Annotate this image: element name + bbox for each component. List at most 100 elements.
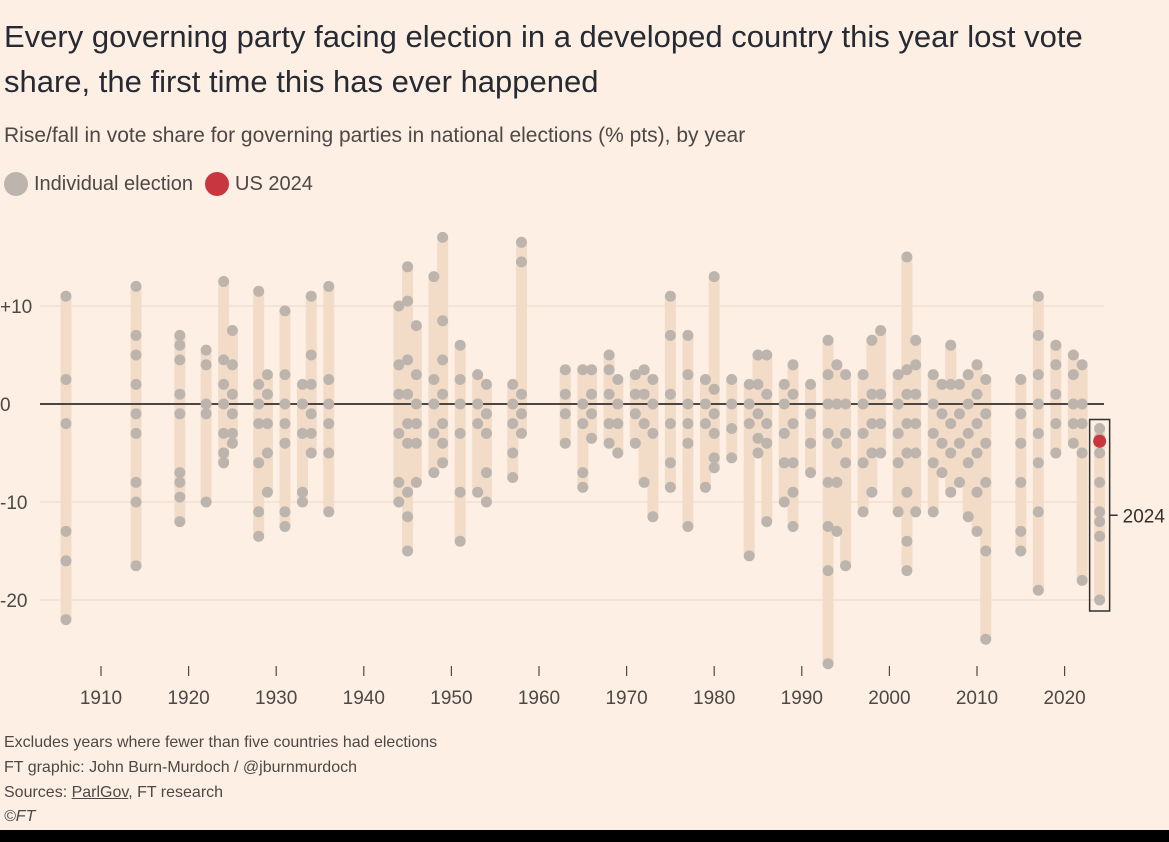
- election-dot: [840, 369, 852, 381]
- election-dot: [831, 476, 843, 488]
- election-dot: [437, 354, 449, 366]
- election-dot: [454, 374, 466, 385]
- election-dot: [1094, 594, 1106, 606]
- election-dot: [1032, 398, 1044, 410]
- y-tick-label: -20: [0, 591, 27, 612]
- election-dot: [901, 447, 913, 459]
- election-dot: [787, 388, 799, 400]
- election-dot: [393, 427, 405, 439]
- election-dot: [647, 511, 659, 523]
- election-dot: [218, 354, 230, 366]
- election-dot: [901, 565, 913, 577]
- election-dot: [787, 486, 799, 498]
- election-dot: [910, 334, 922, 346]
- election-dot: [410, 418, 422, 430]
- election-dot: [708, 271, 720, 283]
- election-dot: [261, 447, 273, 459]
- election-dot: [480, 408, 492, 420]
- election-dot: [200, 496, 212, 508]
- election-dot: [410, 437, 422, 449]
- election-dot: [699, 374, 711, 385]
- election-dot: [428, 427, 440, 439]
- election-dot: [1015, 525, 1027, 537]
- election-dot: [218, 457, 230, 469]
- election-dot: [726, 398, 738, 410]
- election-dot: [428, 271, 440, 283]
- election-dot: [472, 398, 484, 410]
- election-dot: [936, 378, 948, 390]
- election-dot: [174, 516, 186, 528]
- election-dot: [682, 329, 694, 341]
- election-dot: [910, 506, 922, 518]
- election-dot: [1094, 506, 1106, 518]
- election-dot: [60, 374, 72, 385]
- election-dot: [910, 388, 922, 400]
- legend-item-individual: Individual election: [4, 172, 193, 196]
- range-bar: [559, 369, 571, 444]
- election-dot: [454, 339, 466, 351]
- range-bar: [226, 330, 238, 444]
- election-dot: [1076, 447, 1088, 459]
- election-dot: [761, 437, 773, 449]
- election-dot: [393, 496, 405, 508]
- range-bar: [454, 345, 466, 542]
- election-dot: [480, 467, 492, 479]
- us-2024-dot: [1093, 434, 1107, 448]
- y-tick-label: 0: [0, 395, 11, 416]
- election-dot: [612, 374, 624, 385]
- election-dot: [218, 398, 230, 410]
- election-dot: [682, 398, 694, 410]
- election-dot: [402, 418, 414, 430]
- election-dot: [226, 437, 238, 449]
- election-dot: [945, 339, 957, 351]
- election-dot: [892, 427, 904, 439]
- election-dot: [805, 408, 817, 420]
- election-dot: [586, 408, 598, 420]
- election-dot: [752, 378, 764, 390]
- election-dot: [927, 457, 939, 469]
- legend-swatch-individual: [4, 172, 28, 196]
- election-dot: [971, 388, 983, 400]
- election-dot: [130, 427, 142, 439]
- election-dot: [437, 388, 449, 400]
- election-dot: [699, 398, 711, 410]
- election-dot: [428, 467, 440, 479]
- election-dot: [586, 388, 598, 400]
- election-dot: [410, 320, 422, 332]
- election-dot: [261, 369, 273, 381]
- election-dot: [980, 545, 992, 557]
- election-dot: [638, 476, 650, 488]
- election-dot: [1094, 423, 1106, 434]
- election-dot: [1032, 457, 1044, 469]
- election-dot: [480, 496, 492, 508]
- election-dot: [1050, 447, 1062, 459]
- election-dot: [296, 378, 308, 390]
- election-dot: [682, 437, 694, 449]
- election-dot: [857, 457, 869, 469]
- election-dot: [586, 364, 598, 376]
- election-dot: [279, 521, 291, 532]
- range-bar: [253, 291, 265, 537]
- sources-link-parlgov[interactable]: ParlGov: [71, 784, 129, 801]
- election-dot: [927, 427, 939, 439]
- election-dot: [866, 486, 878, 498]
- election-dot: [410, 369, 422, 381]
- election-dot: [612, 398, 624, 410]
- election-dot: [428, 398, 440, 410]
- election-dot: [1067, 349, 1079, 361]
- election-dot: [253, 398, 265, 410]
- election-dot: [402, 295, 414, 307]
- range-bar: [305, 296, 317, 453]
- election-dot: [664, 481, 676, 493]
- election-dot: [200, 398, 212, 410]
- election-dot: [638, 388, 650, 400]
- election-dot: [962, 427, 974, 439]
- election-dot: [980, 437, 992, 449]
- x-tick-label: 1990: [781, 688, 823, 709]
- range-bar: [1032, 296, 1044, 591]
- range-bar: [437, 237, 449, 463]
- election-dot: [901, 418, 913, 430]
- y-tick-label: -10: [0, 493, 27, 514]
- election-dot: [577, 418, 589, 430]
- range-bar: [892, 374, 904, 512]
